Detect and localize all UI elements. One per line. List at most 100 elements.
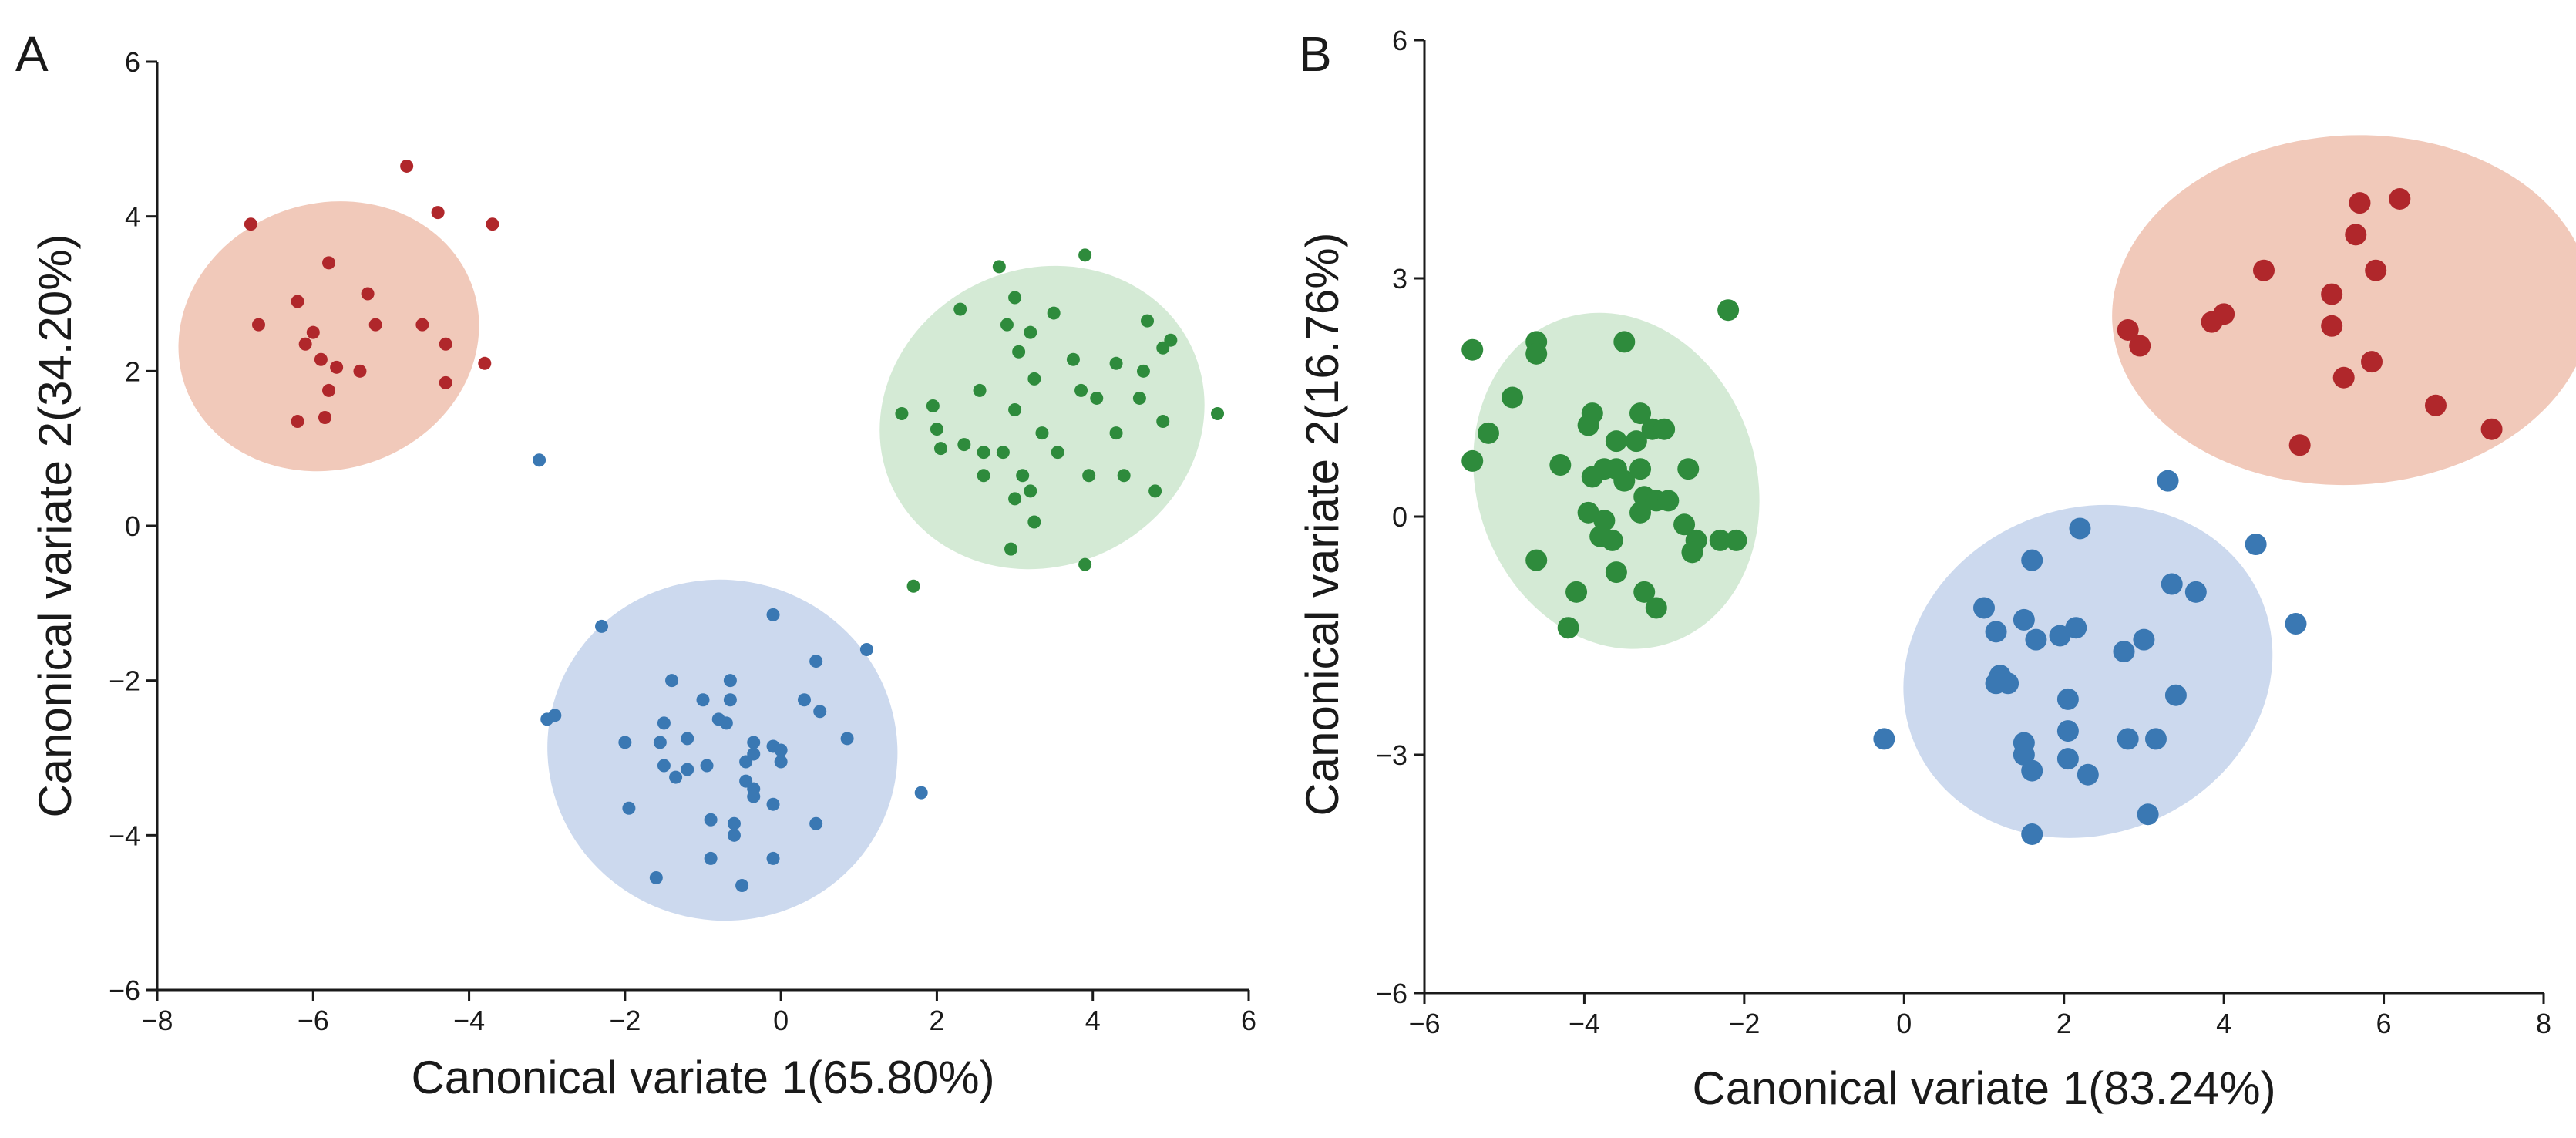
- panel-b-x-tick-label-7: 6: [2376, 1008, 2392, 1039]
- panel-b-x-tick-label-2: −4: [1569, 1008, 1600, 1039]
- panel-b-group-2-point-38: [1565, 581, 1588, 603]
- panel-b-group-3-point-28: [2021, 759, 2043, 782]
- panel-a-group-2-point-10: [1156, 341, 1170, 355]
- panel-b-group-2-point-39: [1633, 581, 1656, 603]
- panel-a-group-3-point-44: [735, 879, 749, 893]
- panel-a-group-3-point-18: [653, 736, 667, 749]
- panel-a-group-2-point-27: [1109, 426, 1123, 440]
- panel-a-group-2-point-31: [1051, 446, 1064, 460]
- panel-a-group-3-point-27: [700, 759, 714, 773]
- panel-b-group-3-point-29: [2077, 763, 2099, 786]
- panel-b-group-2-point-19: [1629, 458, 1652, 480]
- panel-a-group-3-point-13: [657, 716, 671, 730]
- panel-a-y-ticks: −6 −4 −2 0 2 4 6: [109, 46, 157, 1006]
- panel-b-points: [1461, 188, 2503, 845]
- panel-b-group-2-point-26: [1577, 501, 1599, 524]
- panel-b-x-tick-label-3: −2: [1728, 1008, 1760, 1039]
- panel-b-group-2-point-25: [1657, 490, 1680, 512]
- panel-b-group-2-point-22: [1613, 470, 1636, 492]
- panel-a-group-3-point-6: [665, 674, 679, 688]
- panel-a-group-2-point-13: [1109, 356, 1123, 370]
- panel-a-group-3-point-8: [696, 693, 710, 707]
- panel-b-group-1-point-16: [2288, 434, 2311, 456]
- panel-b-group-3-point-25: [2144, 728, 2167, 750]
- panel-a-group-2-point-32: [977, 446, 990, 460]
- panel-a-group-3-point-38: [809, 816, 823, 830]
- panel-b-group-2-point-8: [1629, 402, 1652, 425]
- panel-a-group-3-point-33: [747, 790, 761, 803]
- panel-b-x-tick-label-8: 8: [2536, 1008, 2551, 1039]
- panel-a-group-2-point-38: [1008, 492, 1022, 506]
- panel-a-group-2-point-25: [930, 423, 943, 436]
- panel-a-y-tick-label-2: −4: [109, 820, 140, 851]
- panel-b-group-2-point-11: [1653, 418, 1676, 440]
- panel-b-group-3-point-3: [2245, 534, 2267, 556]
- panel-b-letter: B: [1299, 26, 1332, 82]
- panel-a-group-2-point-23: [1008, 403, 1022, 416]
- panel-b-group-3-point-26: [2013, 744, 2035, 766]
- panel-b-group-3-point-15: [2113, 641, 2135, 663]
- panel-b-scatter-chart: B −6 −4 −2 0 2 4 6 8 −6 −3 0 3 6 Canonical variate …: [1296, 25, 2576, 1114]
- panel-a-group-3-point-28: [739, 755, 753, 769]
- panel-a-x-tick-label-1: −8: [141, 1005, 173, 1036]
- panel-a-group-1-point-9: [306, 325, 320, 339]
- panel-b-group-3-point-31: [2021, 823, 2043, 845]
- panel-a-ellipses: [178, 201, 1205, 921]
- panel-a-group-3-point-35: [622, 801, 636, 815]
- panel-b-group-3-point-19: [2056, 688, 2079, 710]
- panel-b-group-2-point-34: [1725, 529, 1747, 551]
- panel-a-group-1-point-10: [298, 337, 312, 351]
- panel-a-group-2-point-37: [1024, 484, 1037, 498]
- panel-a-group-1-point-21: [439, 375, 452, 389]
- panel-a-group-2-point-40: [1027, 515, 1041, 529]
- panel-a-group-2-point-22: [1211, 407, 1225, 421]
- panel-a-group-3-point-5: [809, 655, 823, 668]
- panel-a-x-axis-title: Canonical variate 1(65.80%): [411, 1052, 994, 1103]
- panel-b-group-3-point-9: [2065, 617, 2087, 639]
- panel-a-group-3-point-23: [774, 743, 788, 757]
- panel-b-x-axis-title: Canonical variate 1(83.24%): [1692, 1062, 2275, 1114]
- panel-a-group-2-point-18: [1090, 391, 1104, 405]
- panel-b-group-3-point-14: [2133, 628, 2155, 651]
- panel-b-group-3-point-11: [2285, 613, 2307, 635]
- panel-a-group-1-point-17: [478, 356, 492, 370]
- panel-a-x-tick-label-5: 0: [773, 1005, 789, 1036]
- panel-a-y-tick-label-1: −6: [109, 975, 140, 1006]
- panel-a-group-3-point-30: [669, 770, 683, 784]
- panel-b-group-3-point-1: [2157, 470, 2179, 492]
- panel-a-group-3-point-42: [766, 851, 780, 865]
- panel-a-group-2-point-28: [933, 442, 947, 456]
- panel-a-group-2-point-11: [1012, 345, 1026, 359]
- panel-b-group-2-point-21: [1581, 466, 1603, 488]
- panel-a-group-1-ellipse: [178, 201, 479, 472]
- panel-b-group-2-point-12: [1477, 422, 1499, 444]
- panel-b-group-2-point-4: [1461, 338, 1484, 361]
- panel-a-group-2-point-5: [1047, 306, 1061, 320]
- panel-b-group-3-point-12: [2049, 625, 2071, 647]
- panel-a-group-1-point-16: [439, 337, 452, 351]
- panel-a-y-tick-label-5: 2: [125, 355, 140, 387]
- panel-b-group-3-ellipse: [1903, 504, 2273, 838]
- panel-b-y-ticks: −6 −3 0 3 6: [1376, 25, 1424, 1009]
- panel-a-group-3-point-12: [548, 709, 562, 722]
- panel-b-group-1-point-1: [2349, 192, 2371, 214]
- panel-b-group-2-point-15: [1461, 449, 1484, 472]
- panel-a-x-tick-label-2: −6: [298, 1005, 329, 1036]
- panel-b-group-2-point-37: [1605, 561, 1627, 584]
- panel-b-group-2-point-41: [1557, 617, 1579, 639]
- panel-a-group-3-point-36: [704, 813, 718, 827]
- panel-b-x-tick-label-6: 4: [2216, 1008, 2231, 1039]
- panel-b-group-3-point-7: [1973, 597, 1995, 619]
- panel-b-group-1-ellipse: [2112, 135, 2576, 486]
- panel-a-x-tick-label-4: −2: [609, 1005, 641, 1036]
- panel-b-group-2-point-20: [1677, 458, 1700, 480]
- panel-a-group-3-point-1: [533, 453, 546, 467]
- panel-b-group-3-point-30: [2137, 803, 2159, 826]
- panel-a-group-1-point-12: [330, 360, 344, 374]
- panel-b-group-2-point-16: [1549, 454, 1572, 476]
- panel-b-y-tick-label-5: 6: [1392, 25, 1407, 56]
- panel-a-group-2-point-21: [895, 407, 909, 421]
- panel-b-group-2-point-40: [1645, 597, 1667, 619]
- panel-a-group-3-point-17: [618, 736, 632, 749]
- panel-b-group-1-point-2: [2389, 188, 2411, 210]
